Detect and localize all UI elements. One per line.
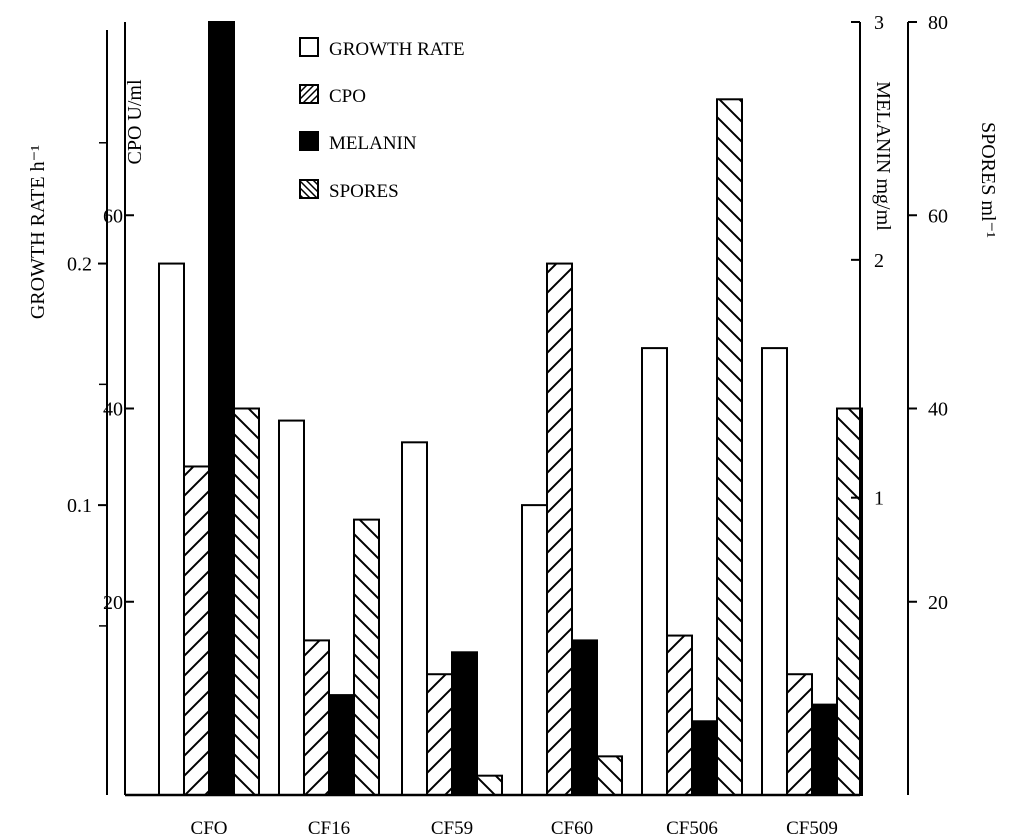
- legend-label-growth-rate: GROWTH RATE: [329, 39, 465, 60]
- bar-cf509-growth-rate: [761, 347, 788, 796]
- labels-layer: 0.1 0.2 20 40 60 1 2 3 20 40 60 80 CFO CF16 CF59 CF60 CF…: [27, 12, 999, 839]
- bars-layer: [158, 21, 863, 797]
- bar-cf509-spores: [836, 407, 863, 796]
- bar-cfo-growth-rate: [158, 262, 185, 796]
- bar-cf60-spores: [596, 755, 623, 796]
- category-label-cf16: CF16: [308, 818, 350, 839]
- category-label-cf506: CF506: [666, 818, 718, 839]
- bar-cf59-spores: [476, 774, 503, 796]
- bar-cf506-growth-rate: [641, 347, 668, 796]
- bar-cf506-melanin: [691, 720, 718, 797]
- growth-tick-label: 0.1: [67, 495, 92, 517]
- cpo-tick-label: 40: [103, 399, 123, 421]
- bar-cfo-spores: [233, 407, 260, 796]
- category-label-cf60: CF60: [551, 818, 593, 839]
- spores-axis-title: SPORES ml⁻¹: [977, 122, 999, 238]
- growth-axis-title: GROWTH RATE h⁻¹: [27, 145, 49, 319]
- spores-tick-label: 80: [928, 12, 948, 34]
- legend-swatch-cpo: [299, 84, 319, 104]
- legend-swatch-growth-rate: [299, 37, 319, 57]
- spores-tick-label: 60: [928, 205, 948, 227]
- bar-cf16-cpo: [303, 639, 330, 797]
- legend-swatch-spores: [299, 179, 319, 199]
- legend-label-melanin: MELANIN: [329, 133, 417, 154]
- chart-legend: GROWTH RATE CPO MELANIN SPORES: [299, 37, 465, 202]
- category-label-cf509: CF509: [786, 818, 838, 839]
- bar-cf16-melanin: [328, 694, 355, 796]
- bar-cf506-spores: [716, 98, 743, 797]
- melanin-tick-label: 3: [874, 12, 884, 34]
- legend-label-spores: SPORES: [329, 181, 399, 202]
- cpo-tick-label: 60: [103, 205, 123, 227]
- axes-layer: [98, 21, 917, 797]
- bar-cf60-growth-rate: [521, 504, 548, 796]
- category-label-cfo: CFO: [191, 818, 228, 839]
- legend-label-cpo: CPO: [329, 86, 366, 107]
- bar-cf509-melanin: [811, 703, 838, 797]
- bar-cf506-cpo: [666, 634, 693, 796]
- bar-cf509-cpo: [786, 673, 813, 796]
- bar-cfo-cpo: [183, 465, 210, 796]
- category-label-cf59: CF59: [431, 818, 473, 839]
- melanin-tick-label: 1: [874, 488, 884, 510]
- melanin-tick-label: 2: [874, 250, 884, 272]
- bar-cf59-growth-rate: [401, 441, 428, 796]
- bar-cf60-melanin: [571, 639, 598, 797]
- bar-cf59-melanin: [451, 651, 478, 796]
- bar-cf59-cpo: [426, 673, 453, 796]
- growth-tick-label: 0.2: [67, 254, 92, 276]
- cpo-tick-label: 20: [103, 592, 123, 614]
- bar-cf16-growth-rate: [278, 419, 305, 796]
- cpo-axis-title: CPO U/ml: [124, 79, 146, 164]
- spores-tick-label: 40: [928, 399, 948, 421]
- spores-tick-label: 20: [928, 592, 948, 614]
- legend-swatch-melanin: [299, 131, 319, 151]
- bar-cf16-spores: [353, 518, 380, 797]
- bar-cfo-melanin: [208, 21, 235, 796]
- bar-cf60-cpo: [546, 262, 573, 796]
- melanin-axis-title: MELANIN mg/ml: [872, 81, 894, 231]
